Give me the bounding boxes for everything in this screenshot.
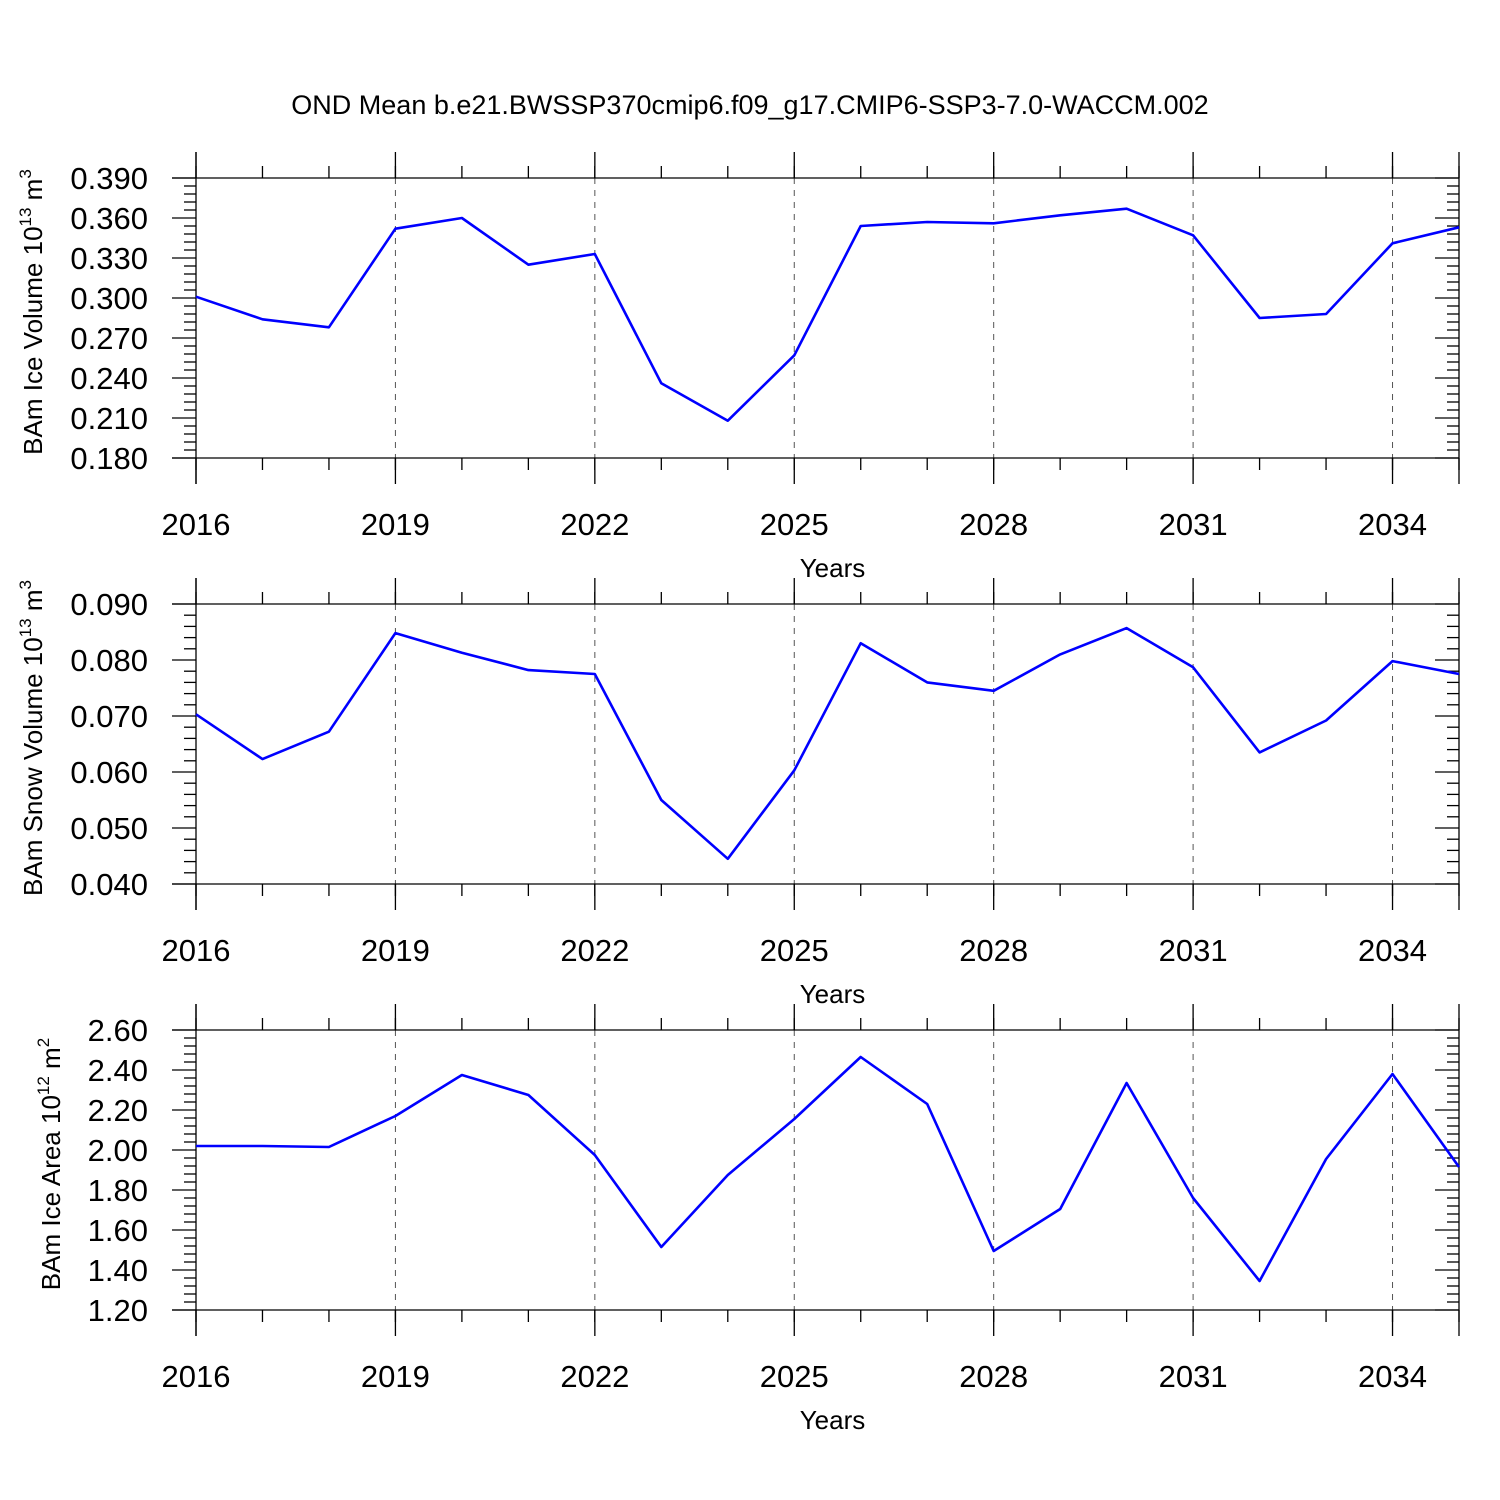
y-tick-label: 0.240 (70, 361, 148, 396)
x-tick-label: 2016 (162, 507, 231, 542)
x-tick-label: 2034 (1358, 507, 1427, 542)
x-tick-label: 2028 (959, 1359, 1028, 1394)
x-tick-label: 2022 (560, 1359, 629, 1394)
x-tick-label: 2022 (560, 507, 629, 542)
y-axis-label: BAm Snow Volume 1013 m3 (16, 580, 48, 896)
x-tick-label: 2022 (560, 933, 629, 968)
x-tick-label: 2025 (760, 933, 829, 968)
y-tick-label: 0.080 (70, 643, 148, 678)
panel-3: 1.20 1.40 1.60 1.80 2.00 2.20 2.40 2.60 2016 2019… (34, 1004, 1461, 1435)
y-tick-label: 0.040 (70, 867, 148, 902)
x-tick-label: 2031 (1159, 1359, 1228, 1394)
x-tick-label: 2019 (361, 507, 430, 542)
y-tick-label: 0.210 (70, 401, 148, 436)
y-tick-label: 1.60 (88, 1213, 148, 1248)
series-line (196, 1055, 1461, 1283)
axes (172, 578, 1460, 910)
series-line (195, 207, 1460, 423)
y-tick-label: 0.360 (70, 201, 148, 236)
y-tick-label: 1.20 (88, 1293, 148, 1328)
y-tick-label: 0.390 (70, 161, 148, 196)
y-tick-label: 0.270 (70, 321, 148, 356)
panel-2: 0.040 0.050 0.060 0.070 0.080 0.090 2016 2019 20… (16, 578, 1460, 1009)
y-tick-label: 0.050 (70, 811, 148, 846)
x-axis-label: Years (800, 553, 866, 583)
y-tick-label: 0.330 (70, 241, 148, 276)
panels: 0.180 0.210 0.240 0.270 0.300 0.330 0.360 0.390… (16, 152, 1461, 1435)
y-tick-label: 0.060 (70, 755, 148, 790)
x-tick-label: 2031 (1159, 933, 1228, 968)
y-axis-label: BAm Ice Volume 1013 m3 (16, 169, 48, 455)
y-tick-label: 2.00 (88, 1133, 148, 1168)
x-tick-label: 2031 (1159, 507, 1228, 542)
x-tick-label: 2016 (162, 933, 231, 968)
x-axis-label: Years (800, 1405, 866, 1435)
x-tick-label: 2034 (1358, 933, 1427, 968)
x-tick-label: 2028 (959, 933, 1028, 968)
y-tick-label: 2.60 (88, 1013, 148, 1048)
axes (172, 152, 1460, 484)
y-tick-label: 0.090 (70, 587, 148, 622)
y-tick-label: 2.20 (88, 1093, 148, 1128)
y-axis-label: BAm Ice Area 1012 m2 (34, 1038, 66, 1290)
y-tick-label: 1.80 (88, 1173, 148, 1208)
x-axis-label: Years (800, 979, 866, 1009)
axes (172, 1004, 1460, 1336)
x-tick-label: 2034 (1358, 1359, 1427, 1394)
x-tick-label: 2025 (760, 1359, 829, 1394)
x-tick-label: 2028 (959, 507, 1028, 542)
x-tick-label: 2016 (162, 1359, 231, 1394)
y-tick-label: 0.180 (70, 441, 148, 476)
series-line (195, 626, 1460, 861)
panel-1: 0.180 0.210 0.240 0.270 0.300 0.330 0.360 0.390… (16, 152, 1460, 583)
y-tick-label: 2.40 (88, 1053, 148, 1088)
y-tick-label: 1.40 (88, 1253, 148, 1288)
x-tick-label: 2019 (361, 933, 430, 968)
x-tick-label: 2025 (760, 507, 829, 542)
y-tick-label: 0.300 (70, 281, 148, 316)
x-tick-label: 2019 (361, 1359, 430, 1394)
chart-title: OND Mean b.e21.BWSSP370cmip6.f09_g17.CMI… (291, 90, 1208, 120)
y-tick-label: 0.070 (70, 699, 148, 734)
